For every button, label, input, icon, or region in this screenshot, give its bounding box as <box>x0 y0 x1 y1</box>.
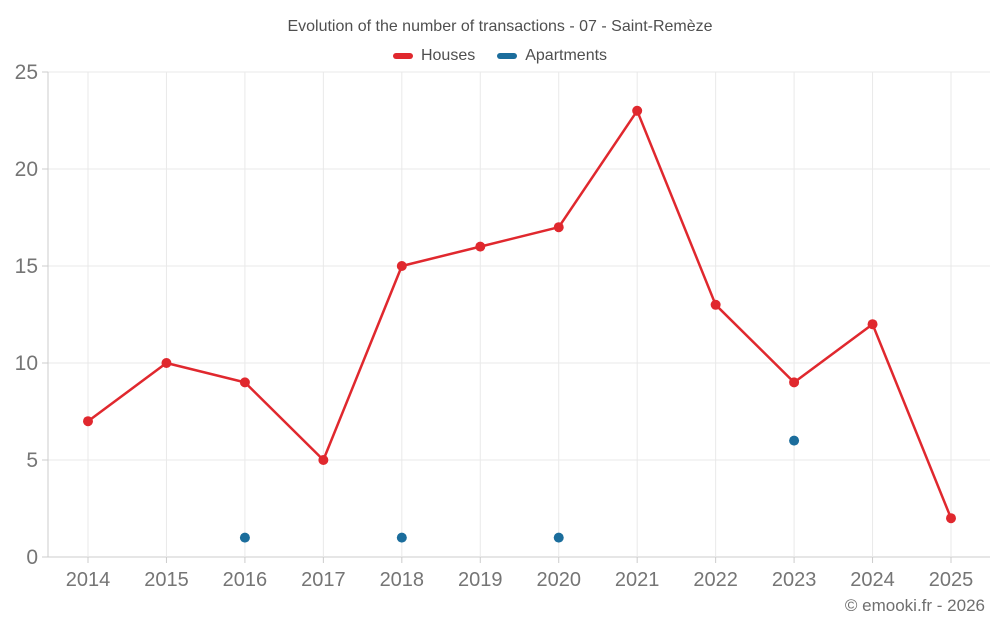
data-point[interactable] <box>553 222 564 233</box>
series-apartments <box>239 435 800 543</box>
apartments-legend-label: Apartments <box>525 47 608 64</box>
data-point[interactable] <box>161 358 172 368</box>
data-point[interactable] <box>83 416 93 427</box>
data-point[interactable] <box>553 532 564 543</box>
x-tick-label: 2020 <box>536 569 581 591</box>
houses-legend-marker <box>392 53 413 59</box>
x-axis-labels: 2014 2015 2016 2017 2018 2019 2020 2021 2022 2023… <box>66 569 974 591</box>
data-point[interactable] <box>239 532 250 543</box>
legend: Houses Apartments <box>0 45 1000 67</box>
y-tick-label: 5 <box>26 449 38 472</box>
gridlines <box>42 71 990 563</box>
y-tick-label: 10 <box>15 352 38 375</box>
data-point[interactable] <box>239 377 250 388</box>
legend-item-apartments[interactable]: Apartments <box>497 45 607 67</box>
data-point[interactable] <box>710 299 721 310</box>
houses-legend-label: Houses <box>420 47 476 64</box>
x-tick-label: 2014 <box>66 569 111 591</box>
y-axis-labels: 0 5 10 15 20 25 <box>15 61 38 569</box>
data-point[interactable] <box>946 513 956 524</box>
x-tick-label: 2015 <box>144 569 189 591</box>
apartments-legend-marker <box>497 53 518 59</box>
data-point[interactable] <box>396 532 407 543</box>
data-point[interactable] <box>318 455 329 465</box>
data-point[interactable] <box>867 319 878 330</box>
x-tick-label: 2025 <box>929 569 974 591</box>
chart-title: Evolution of the number of transactions … <box>287 18 713 35</box>
y-tick-label: 0 <box>26 546 38 569</box>
x-tick-label: 2024 <box>850 569 895 591</box>
series-houses <box>83 105 956 524</box>
copyright-text: © emooki.fr - 2026 <box>844 596 985 615</box>
data-point[interactable] <box>789 377 800 388</box>
x-tick-label: 2017 <box>301 569 346 591</box>
x-tick-label: 2022 <box>693 569 738 591</box>
x-tick-label: 2016 <box>223 569 268 591</box>
legend-item-houses[interactable]: Houses <box>392 45 476 67</box>
data-point[interactable] <box>475 241 486 252</box>
x-tick-label: 2019 <box>458 569 503 591</box>
x-tick-label: 2018 <box>380 569 425 591</box>
series-line <box>86 109 953 520</box>
y-tick-label: 25 <box>15 61 38 84</box>
x-tick-label: 2023 <box>772 569 817 591</box>
data-point[interactable] <box>789 435 800 446</box>
y-tick-label: 20 <box>15 158 38 181</box>
data-point[interactable] <box>396 261 407 271</box>
data-point[interactable] <box>632 105 643 116</box>
x-tick-label: 2021 <box>615 569 660 591</box>
y-tick-label: 15 <box>15 255 38 278</box>
